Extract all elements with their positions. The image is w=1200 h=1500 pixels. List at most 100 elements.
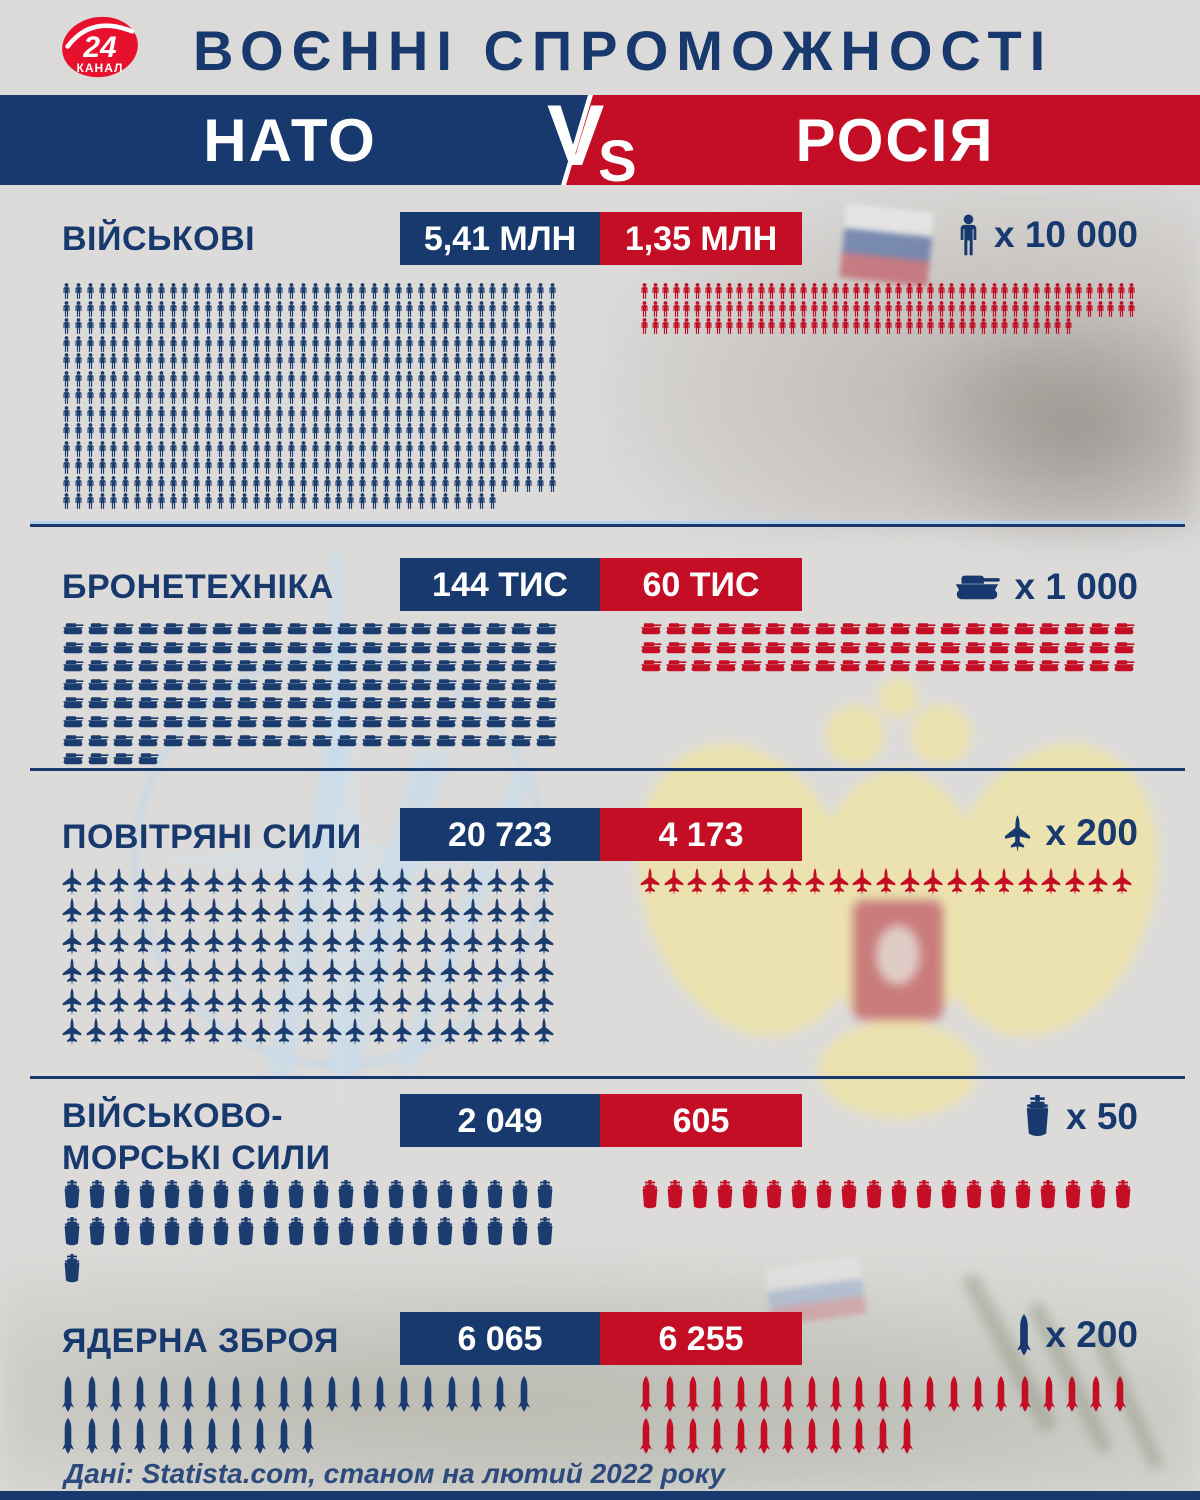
icon-scale-legend: x 200 — [1017, 1307, 1138, 1363]
pictogram-icon — [693, 283, 704, 301]
pictogram-icon — [369, 868, 393, 898]
pictogram-icon — [958, 283, 969, 301]
pictogram-icon — [852, 301, 863, 319]
pictogram-icon — [1085, 301, 1096, 319]
pictogram-icon — [864, 659, 889, 678]
pictogram-icon — [889, 659, 914, 678]
pictogram-icon — [322, 868, 346, 898]
pictogram-icon — [358, 353, 370, 371]
pictogram-icon — [133, 406, 145, 424]
pictogram-icon — [651, 301, 662, 319]
pictogram-icon — [74, 493, 86, 511]
pictogram-icon — [877, 1376, 901, 1418]
pictogram-icon — [121, 353, 133, 371]
pictogram-icon — [158, 1376, 182, 1418]
pictogram-icon — [548, 406, 560, 424]
pictogram-icon — [274, 958, 298, 988]
pictogram-icon — [536, 423, 548, 441]
pictogram-icon — [715, 622, 740, 641]
pictogram-icon — [394, 493, 406, 511]
pictogram-icon — [524, 336, 536, 354]
pictogram-icon — [216, 458, 228, 476]
pictogram-icon — [204, 371, 216, 389]
pictogram-icon — [162, 1180, 187, 1217]
pictogram-icon — [988, 1180, 1013, 1217]
pictogram-icon — [988, 659, 1013, 678]
pictogram-icon — [1021, 283, 1032, 301]
pictogram-icon — [228, 458, 240, 476]
pictogram-icon — [62, 1180, 87, 1217]
pictogram-icon — [186, 659, 211, 678]
pictogram-icon — [810, 301, 821, 319]
pictogram-icon — [261, 734, 286, 753]
pictogram-icon — [336, 678, 361, 697]
pictogram-icon — [227, 958, 251, 988]
section-label-line: ЯДЕРНА ЗБРОЯ — [62, 1322, 339, 1360]
pictogram-icon — [640, 1418, 664, 1460]
pictogram-icon — [216, 441, 228, 459]
pictogram-icon — [227, 868, 251, 898]
pictogram-icon — [370, 423, 382, 441]
pictogram-icon — [302, 1376, 326, 1418]
pictogram-icon — [410, 696, 435, 715]
pictogram-icon — [382, 406, 394, 424]
pictogram-icon — [901, 1418, 925, 1460]
pictogram-icon — [429, 423, 441, 441]
pictogram-icon — [687, 1376, 711, 1418]
pictogram-icon — [435, 678, 460, 697]
pictogram-icon — [98, 493, 110, 511]
pictogram-icon — [275, 476, 287, 494]
pictogram-icon — [947, 868, 971, 898]
pictogram-icon — [394, 318, 406, 336]
pictogram-icon — [441, 406, 453, 424]
pictogram-icon — [937, 301, 948, 319]
pictogram-grid-nato-military — [62, 283, 560, 511]
pictogram-icon — [640, 283, 651, 301]
pictogram-icon — [334, 353, 346, 371]
pictogram-icon — [485, 641, 510, 660]
pictogram-icon — [182, 1376, 206, 1418]
pictogram-icon — [382, 336, 394, 354]
pictogram-grid-nato-nuclear — [62, 1376, 543, 1460]
pictogram-icon — [873, 318, 884, 336]
pictogram-icon — [841, 318, 852, 336]
pictogram-icon — [287, 423, 299, 441]
pictogram-icon — [216, 406, 228, 424]
pictogram-icon — [358, 458, 370, 476]
pictogram-icon — [382, 388, 394, 406]
pictogram-icon — [524, 388, 536, 406]
pictogram-icon — [252, 336, 264, 354]
pictogram-icon — [286, 659, 311, 678]
pictogram-icon — [358, 318, 370, 336]
pictogram-icon — [1011, 301, 1022, 319]
pictogram-icon — [463, 958, 487, 988]
pictogram-icon — [405, 301, 417, 319]
pictogram-icon — [112, 641, 137, 660]
pictogram-icon — [145, 476, 157, 494]
pictogram-icon — [182, 1418, 206, 1460]
pictogram-icon — [441, 441, 453, 459]
pictogram-icon — [964, 641, 989, 660]
pictogram-icon — [778, 318, 789, 336]
pictogram-icon — [417, 423, 429, 441]
pictogram-icon — [524, 423, 536, 441]
pictogram-icon — [970, 868, 994, 898]
pictogram-icon — [1090, 1376, 1114, 1418]
pictogram-icon — [227, 928, 251, 958]
pictogram-icon — [1088, 641, 1113, 660]
pictogram-icon — [852, 318, 863, 336]
pictogram-icon — [86, 301, 98, 319]
pictogram-icon — [799, 318, 810, 336]
pictogram-icon — [512, 423, 524, 441]
pictogram-icon — [440, 898, 464, 928]
pictogram-icon — [915, 301, 926, 319]
pictogram-icon — [979, 301, 990, 319]
pictogram-icon — [87, 1217, 112, 1254]
pictogram-icon — [410, 622, 435, 641]
pictogram-icon — [240, 423, 252, 441]
pictogram-icon — [137, 641, 162, 660]
pictogram-icon — [901, 1376, 925, 1418]
pictogram-icon — [651, 283, 662, 301]
pictogram-icon — [746, 318, 757, 336]
pictogram-icon — [287, 301, 299, 319]
